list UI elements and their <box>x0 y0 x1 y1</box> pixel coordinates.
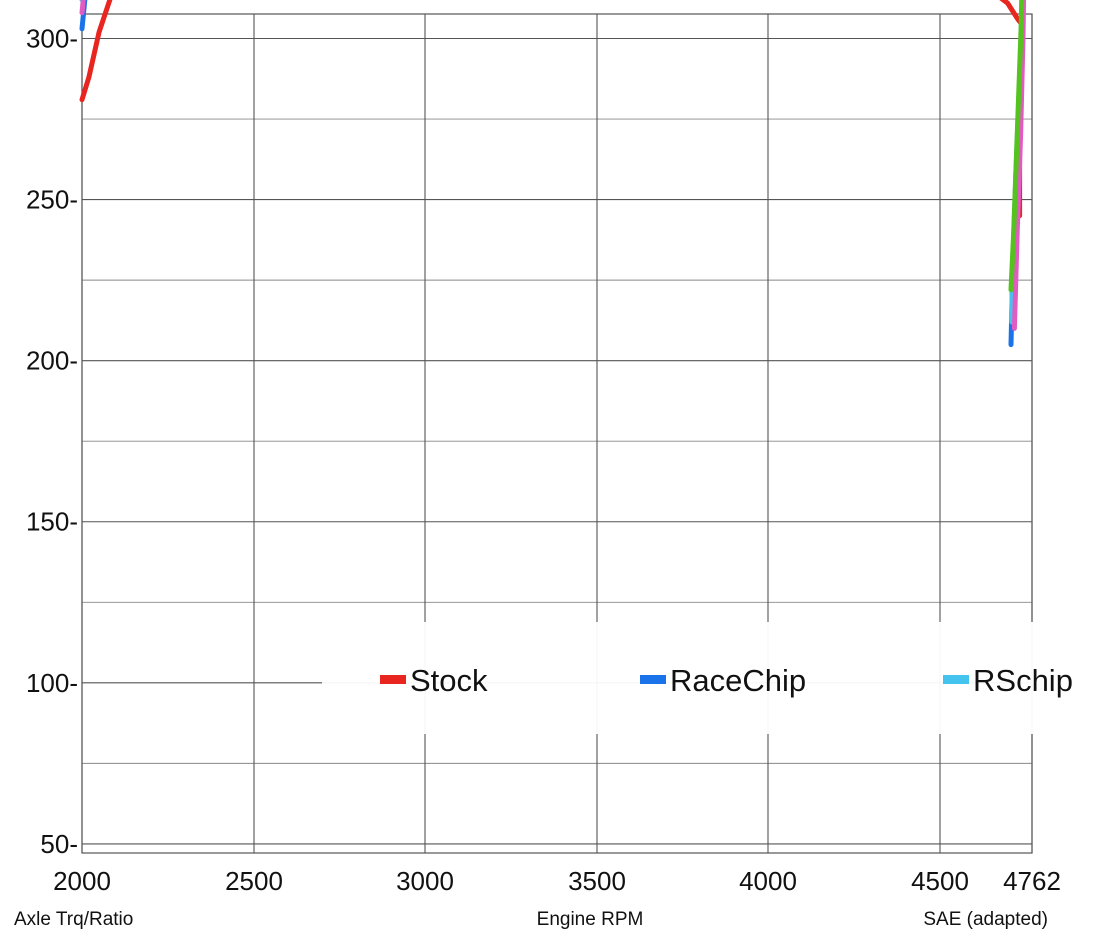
legend-background <box>322 622 1115 734</box>
legend-swatch-racechip <box>640 675 666 684</box>
x-tick-label: 2500 <box>225 866 283 896</box>
y-tick-label: 150- <box>26 507 78 537</box>
left-corner-label: Axle Trq/Ratio <box>14 909 133 930</box>
y-tick-label: 100- <box>26 668 78 698</box>
y-tick-label: 250- <box>26 185 78 215</box>
y-tick-label: 50- <box>40 829 78 859</box>
x-tick-label: 3500 <box>568 866 626 896</box>
legend-swatch-rschip <box>943 675 969 684</box>
x-tick-label: 2000 <box>53 866 111 896</box>
x-axis-label: Engine RPM <box>537 909 644 930</box>
legend-label-stock: Stock <box>410 663 488 698</box>
legend: Stock RaceChip RSchip <box>322 622 1115 734</box>
series-line-unlabeled-4 <box>1008 0 1025 293</box>
x-tick-label: 3000 <box>396 866 454 896</box>
legend-swatch-stock <box>380 675 406 684</box>
legend-label-racechip: RaceChip <box>670 663 806 698</box>
y-tick-label: 300- <box>26 23 78 53</box>
series-lines <box>79 0 1027 348</box>
grid <box>81 13 1033 854</box>
series-line-rschip <box>79 0 1025 325</box>
series-line-stock <box>79 0 1026 219</box>
legend-label-rschip: RSchip <box>973 663 1073 698</box>
right-corner-label: SAE (adapted) <box>923 909 1048 930</box>
series-line-unlabeled-3 <box>79 0 1027 331</box>
y-tick-label: 200- <box>26 346 78 376</box>
x-tick-label: 4000 <box>739 866 797 896</box>
x-axis-ticks: 2000 2500 3000 3500 4000 4500 4762 <box>53 866 1061 896</box>
x-tick-label: 4762 <box>1003 866 1061 896</box>
series-line-racechip <box>79 0 1025 348</box>
y-axis-ticks: 50-100-150-200-250-300-350-400-450-500-5… <box>26 23 78 859</box>
x-tick-label: 4500 <box>911 866 969 896</box>
